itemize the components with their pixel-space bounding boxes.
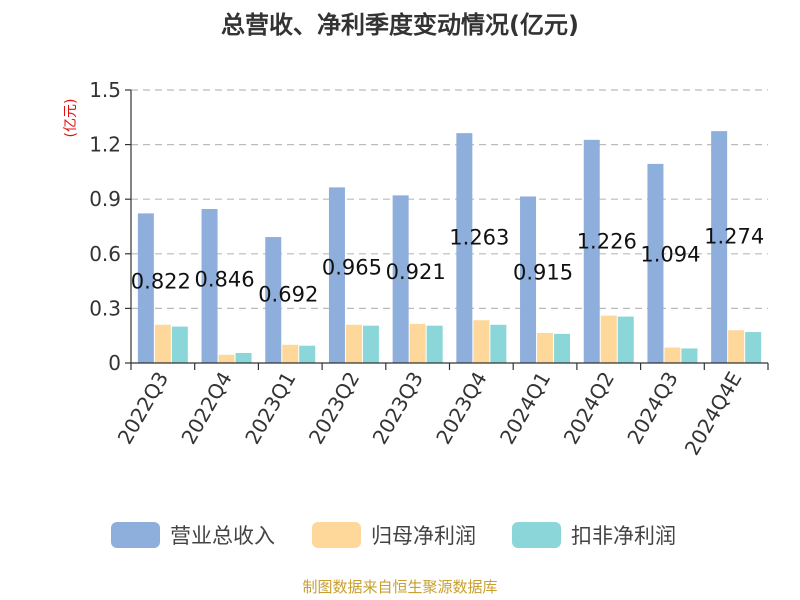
bar-1-2023Q2 <box>345 324 362 363</box>
bar-2-2022Q3 <box>171 326 188 363</box>
bar-0-2023Q1 <box>265 237 282 363</box>
data-label: 0.692 <box>258 283 318 307</box>
bar-2-2024Q3 <box>681 348 698 363</box>
data-label: 1.094 <box>640 242 700 266</box>
bar-2-2023Q1 <box>299 345 316 363</box>
data-label: 0.965 <box>322 255 382 279</box>
bars <box>137 131 762 363</box>
bar-0-2024Q3 <box>647 163 664 363</box>
bar-0-2023Q4 <box>456 133 473 363</box>
y-tick-label: 0.9 <box>89 187 121 211</box>
bar-0-2022Q3 <box>137 213 154 363</box>
bar-1-2022Q4 <box>218 354 235 363</box>
y-tick-label: 1.5 <box>89 78 121 102</box>
bar-0-2023Q2 <box>328 187 345 363</box>
bar-2-2024Q1 <box>554 333 571 363</box>
legend: 营业总收入 归母净利润 扣非净利润 <box>111 522 676 548</box>
bar-1-2023Q4 <box>473 320 490 363</box>
y-unit-label: (亿元) <box>63 99 79 138</box>
data-label: 0.915 <box>513 260 573 284</box>
bar-0-2024Q4E <box>711 131 728 363</box>
y-tick-label: 0.3 <box>89 296 121 320</box>
bar-2-2023Q4 <box>490 324 507 363</box>
bar-1-2023Q1 <box>282 344 299 363</box>
bar-0-2022Q4 <box>201 209 218 363</box>
bar-0-2024Q2 <box>583 139 600 363</box>
chart-title: 总营收、净利季度变动情况(亿元) <box>221 11 579 39</box>
y-axis: 0 0.3 0.6 0.9 1.2 1.5 <box>89 78 132 375</box>
x-tick-label: 2023Q4 <box>431 367 491 448</box>
bar-1-2024Q3 <box>664 347 681 363</box>
source-note: 制图数据来自恒生聚源数据库 <box>302 578 497 596</box>
bar-2-2023Q2 <box>362 325 379 363</box>
bar-2-2022Q4 <box>235 352 252 363</box>
bar-1-2023Q3 <box>409 323 426 363</box>
bar-1-2024Q2 <box>600 315 617 363</box>
data-label: 0.921 <box>386 260 446 284</box>
y-tick-label: 1.2 <box>89 133 121 157</box>
data-label: 0.822 <box>131 270 191 294</box>
x-tick-label: 2024Q1 <box>495 368 555 449</box>
bar-1-2024Q1 <box>537 332 554 363</box>
data-label: 1.226 <box>577 229 637 253</box>
bar-0-2024Q1 <box>520 196 537 363</box>
x-tick-label: 2023Q2 <box>304 368 364 449</box>
legend-swatch <box>512 522 561 548</box>
x-tick-label: 2023Q1 <box>240 368 300 449</box>
bar-1-2024Q4E <box>728 330 745 363</box>
data-label: 0.846 <box>194 267 254 291</box>
x-tick-label: 2024Q4E <box>680 368 747 460</box>
data-label: 1.274 <box>704 224 764 248</box>
legend-label: 营业总收入 <box>170 524 275 548</box>
legend-label: 扣非净利润 <box>571 524 676 548</box>
x-tick-label: 2024Q3 <box>622 368 682 449</box>
y-tick-label: 0 <box>108 351 121 375</box>
bar-1-2022Q3 <box>154 324 171 363</box>
legend-swatch <box>312 522 361 548</box>
x-tick-label: 2023Q3 <box>368 368 428 449</box>
x-axis: 2022Q3 2022Q4 2023Q1 2023Q2 2023Q3 2023Q4 2024… <box>113 362 769 460</box>
bar-2-2023Q3 <box>426 325 443 363</box>
bar-2-2024Q2 <box>617 316 634 363</box>
legend-label: 归母净利润 <box>371 524 476 548</box>
x-tick-label: 2022Q4 <box>176 368 236 449</box>
x-tick-label: 2024Q2 <box>559 368 619 449</box>
legend-swatch <box>111 522 160 548</box>
data-label: 1.263 <box>449 226 509 250</box>
x-tick-label: 2022Q3 <box>113 368 173 449</box>
y-tick-label: 0.6 <box>89 242 121 266</box>
bar-2-2024Q4E <box>745 332 762 363</box>
bar-0-2023Q3 <box>392 195 409 363</box>
